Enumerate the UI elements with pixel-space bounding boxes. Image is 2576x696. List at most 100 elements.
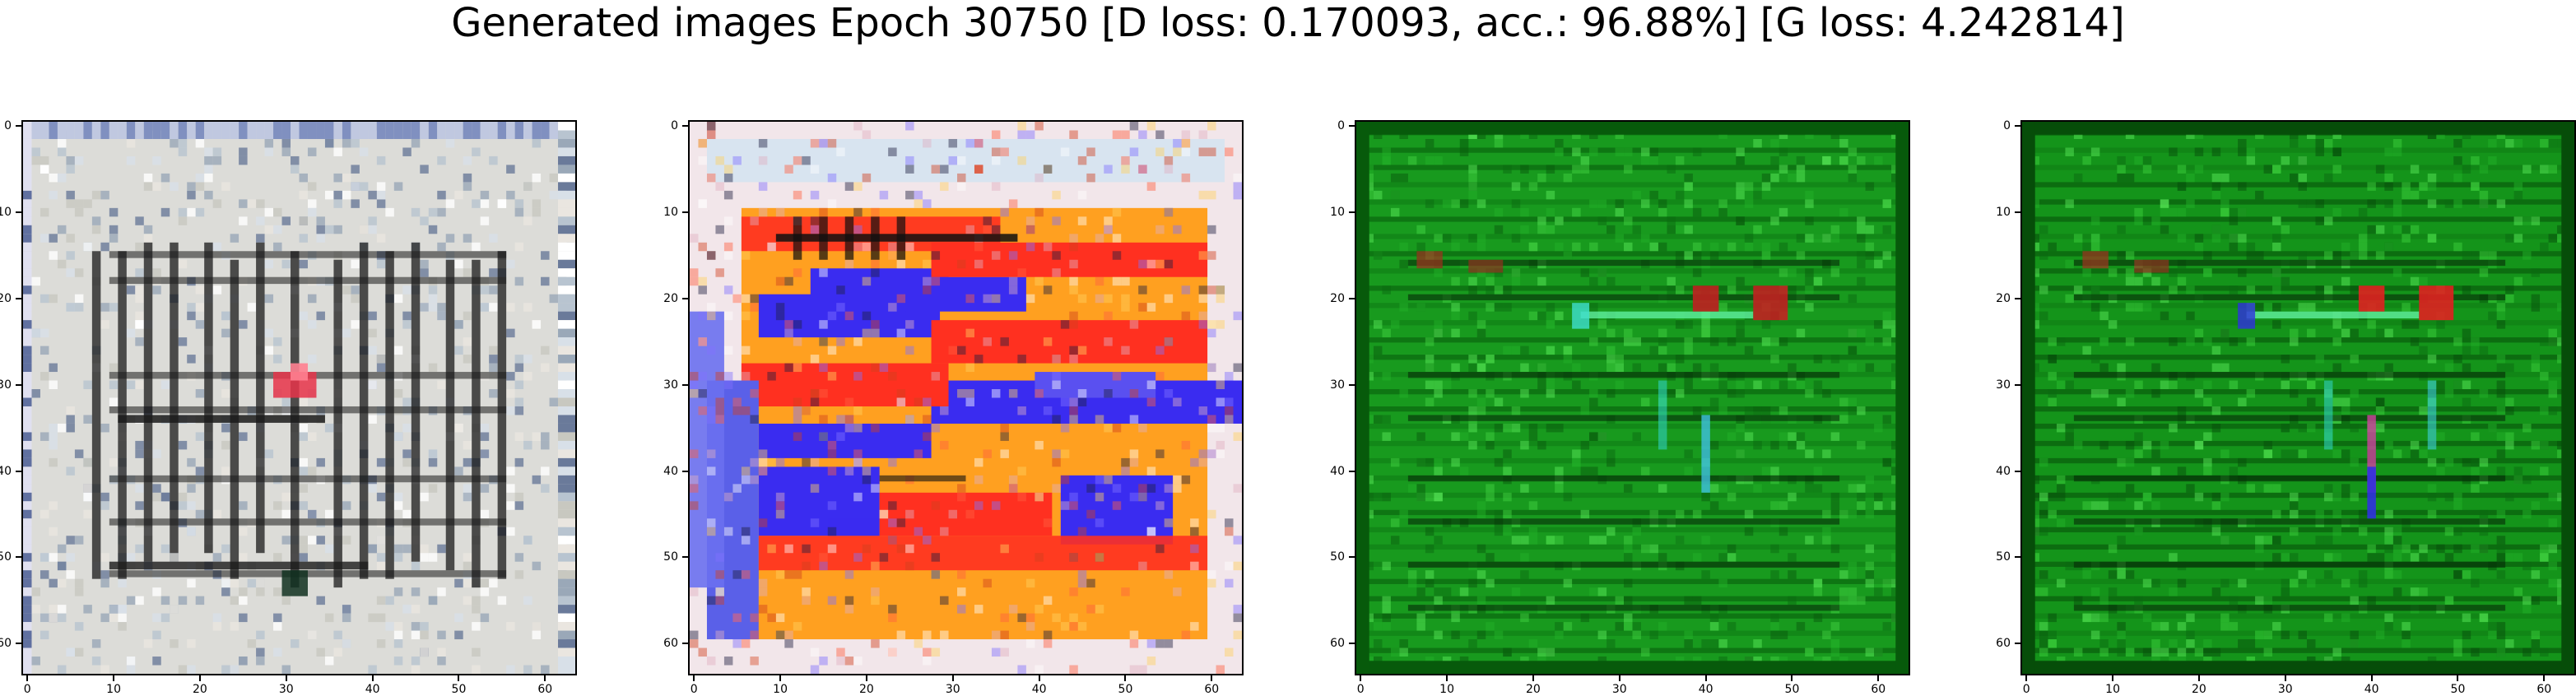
y-tick-label: 50: [663, 550, 678, 564]
x-tick: [951, 675, 954, 681]
y-tick-label: 0: [2003, 119, 2011, 133]
x-tick: [198, 675, 201, 681]
x-tick: [693, 675, 695, 681]
x-tick-label: 0: [690, 683, 698, 696]
x-tick: [1791, 675, 1793, 681]
y-tick-label: 50: [1330, 550, 1345, 564]
y-tick: [682, 211, 688, 214]
x-tick: [371, 675, 374, 681]
y-tick: [682, 643, 688, 645]
y-tick-label: 40: [0, 464, 12, 478]
y-tick: [16, 556, 21, 559]
y-tick-label: 10: [1330, 206, 1345, 220]
y-tick-label: 30: [0, 378, 12, 392]
x-tick: [1877, 675, 1880, 681]
x-tick-label: 30: [278, 683, 294, 696]
x-tick: [2543, 675, 2546, 681]
x-tick: [285, 675, 287, 681]
x-tick-label: 60: [537, 683, 553, 696]
y-tick: [2015, 643, 2020, 645]
image-axes: [21, 120, 577, 675]
x-tick-label: 10: [106, 683, 121, 696]
y-tick-label: 10: [1996, 206, 2011, 220]
x-tick: [2370, 675, 2373, 681]
image-panel-4: 0 0 10 10 20 20 30 30 40 40 50 50 60 60: [1996, 119, 2576, 696]
x-tick: [1618, 675, 1620, 681]
y-tick-label: 30: [1330, 378, 1345, 392]
y-tick: [16, 470, 21, 472]
y-tick-label: 0: [1337, 119, 1345, 133]
y-tick-label: 40: [663, 464, 678, 478]
x-tick-label: 60: [1204, 683, 1220, 696]
x-tick: [1211, 675, 1213, 681]
y-tick-label: 60: [1330, 637, 1345, 651]
y-tick: [2015, 383, 2020, 386]
x-tick: [2197, 675, 2200, 681]
generated-image-4: [2022, 122, 2574, 674]
x-tick-label: 0: [2022, 683, 2030, 696]
x-tick-label: 40: [365, 683, 380, 696]
x-tick-label: 0: [23, 683, 31, 696]
image-panel-1: 0 0 10 10 20 20 30 30 40 40 50 50 60 60: [0, 119, 577, 696]
x-tick: [2284, 675, 2286, 681]
image-axes: [2020, 120, 2576, 675]
x-tick-label: 50: [2450, 683, 2466, 696]
image-panel-2: 0 0 10 10 20 20 30 30 40 40 50 50 60 60: [663, 119, 1244, 696]
y-tick: [682, 297, 688, 299]
x-tick-label: 50: [1118, 683, 1133, 696]
x-tick-label: 20: [1526, 683, 1541, 696]
x-tick: [1704, 675, 1707, 681]
y-tick: [682, 125, 688, 128]
x-tick-label: 40: [2364, 683, 2379, 696]
x-tick: [2112, 675, 2114, 681]
x-tick-label: 40: [1698, 683, 1713, 696]
x-tick-label: 30: [945, 683, 960, 696]
image-panel-3: 0 0 10 10 20 20 30 30 40 40 50 50 60 60: [1330, 119, 1910, 696]
x-tick: [865, 675, 867, 681]
y-tick: [1349, 643, 1355, 645]
y-tick-label: 0: [4, 119, 12, 133]
y-tick: [2015, 211, 2020, 214]
image-axes: [1355, 120, 1910, 675]
x-tick-label: 20: [193, 683, 207, 696]
x-tick-label: 50: [451, 683, 467, 696]
y-tick: [16, 125, 21, 128]
generated-image-3: [1356, 122, 1909, 674]
x-tick-label: 20: [2192, 683, 2206, 696]
y-tick-label: 20: [0, 291, 12, 305]
y-tick: [1349, 297, 1355, 299]
x-tick-label: 50: [1784, 683, 1800, 696]
y-tick-label: 50: [1996, 550, 2011, 564]
x-tick: [26, 675, 29, 681]
x-tick: [1532, 675, 1534, 681]
y-tick-label: 40: [1330, 464, 1345, 478]
y-tick-label: 10: [663, 206, 678, 220]
x-tick: [779, 675, 782, 681]
x-tick-label: 30: [1611, 683, 1627, 696]
generated-image-1: [23, 122, 575, 674]
image-axes: [688, 120, 1244, 675]
y-tick: [2015, 470, 2020, 472]
x-tick: [1360, 675, 1362, 681]
y-tick: [1349, 383, 1355, 386]
x-tick: [458, 675, 460, 681]
y-tick-label: 60: [663, 637, 678, 651]
y-tick: [1349, 470, 1355, 472]
x-tick-label: 60: [1871, 683, 1886, 696]
x-tick: [1446, 675, 1448, 681]
x-tick: [1124, 675, 1127, 681]
y-tick: [2015, 556, 2020, 559]
x-tick: [113, 675, 115, 681]
y-tick-label: 50: [0, 550, 12, 564]
y-tick-label: 10: [0, 206, 12, 220]
y-tick: [1349, 556, 1355, 559]
y-tick-label: 60: [0, 637, 12, 651]
x-tick-label: 10: [2105, 683, 2120, 696]
y-tick: [16, 211, 21, 214]
y-tick: [682, 470, 688, 472]
y-tick: [682, 556, 688, 559]
y-tick: [16, 297, 21, 299]
y-tick-label: 30: [663, 378, 678, 392]
y-tick-label: 20: [1996, 291, 2011, 305]
x-tick: [2457, 675, 2459, 681]
